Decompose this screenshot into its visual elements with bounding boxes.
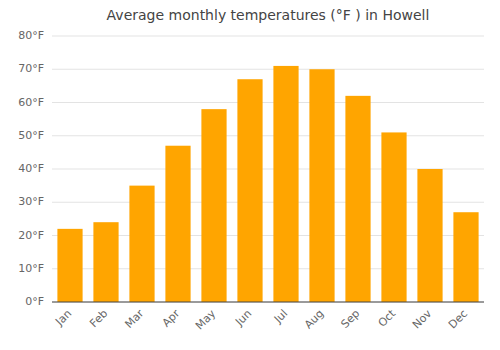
x-axis: Jan Feb Mar Apr May Jun Jul Aug Sep Oct Nov Dec bbox=[52, 302, 484, 332]
chart-svg: 0°F 10°F 20°F 30°F 40°F 50°F 60°F 70°F 80°F Jan Fe… bbox=[0, 0, 500, 350]
x-tick-label: Jan bbox=[52, 307, 74, 329]
bar bbox=[453, 212, 478, 302]
bar bbox=[273, 66, 298, 302]
grid bbox=[52, 36, 484, 302]
y-tick-label: 10°F bbox=[18, 262, 44, 275]
bar bbox=[237, 79, 262, 302]
grid-line bbox=[52, 69, 484, 70]
y-tick-label: 60°F bbox=[18, 96, 44, 109]
x-tick-label: Aug bbox=[302, 307, 326, 331]
x-tick-label: May bbox=[193, 307, 219, 333]
y-tick-label: 50°F bbox=[18, 129, 44, 142]
x-tick-label: Feb bbox=[87, 307, 110, 330]
y-tick-label: 70°F bbox=[18, 62, 44, 75]
x-tick-label: Oct bbox=[376, 307, 399, 330]
bar bbox=[165, 146, 190, 302]
bar bbox=[93, 222, 118, 302]
bar bbox=[201, 109, 226, 302]
bar bbox=[345, 96, 370, 302]
y-tick-label: 30°F bbox=[18, 195, 44, 208]
grid-line bbox=[52, 102, 484, 103]
bar bbox=[309, 69, 334, 302]
x-tick-label: Mar bbox=[122, 307, 146, 331]
x-tick-label: Dec bbox=[446, 307, 470, 331]
bar bbox=[57, 229, 82, 302]
bar bbox=[417, 169, 442, 302]
bar bbox=[129, 186, 154, 302]
grid-line bbox=[52, 135, 484, 136]
y-tick-label: 80°F bbox=[18, 29, 44, 42]
title: Average monthly temperatures (°F ) in Ho… bbox=[107, 7, 430, 23]
y-tick-label: 40°F bbox=[18, 162, 44, 175]
y-tick-label: 20°F bbox=[18, 229, 44, 242]
y-axis: 0°F 10°F 20°F 30°F 40°F 50°F 60°F 70°F 80°F bbox=[18, 29, 44, 308]
x-tick-label: Sep bbox=[338, 307, 362, 331]
x-tick-label: Jun bbox=[232, 307, 254, 329]
x-tick-label: Jul bbox=[271, 307, 290, 326]
grid-line bbox=[52, 302, 484, 303]
bar bbox=[381, 132, 406, 302]
grid-line bbox=[52, 36, 484, 37]
y-tick-label: 0°F bbox=[25, 295, 44, 308]
bars bbox=[57, 66, 478, 302]
x-axis-line bbox=[52, 302, 484, 303]
chart-container: 0°F 10°F 20°F 30°F 40°F 50°F 60°F 70°F 80°F Jan Fe… bbox=[0, 0, 500, 350]
x-tick-label: Nov bbox=[410, 307, 435, 332]
x-tick-label: Apr bbox=[160, 307, 183, 330]
